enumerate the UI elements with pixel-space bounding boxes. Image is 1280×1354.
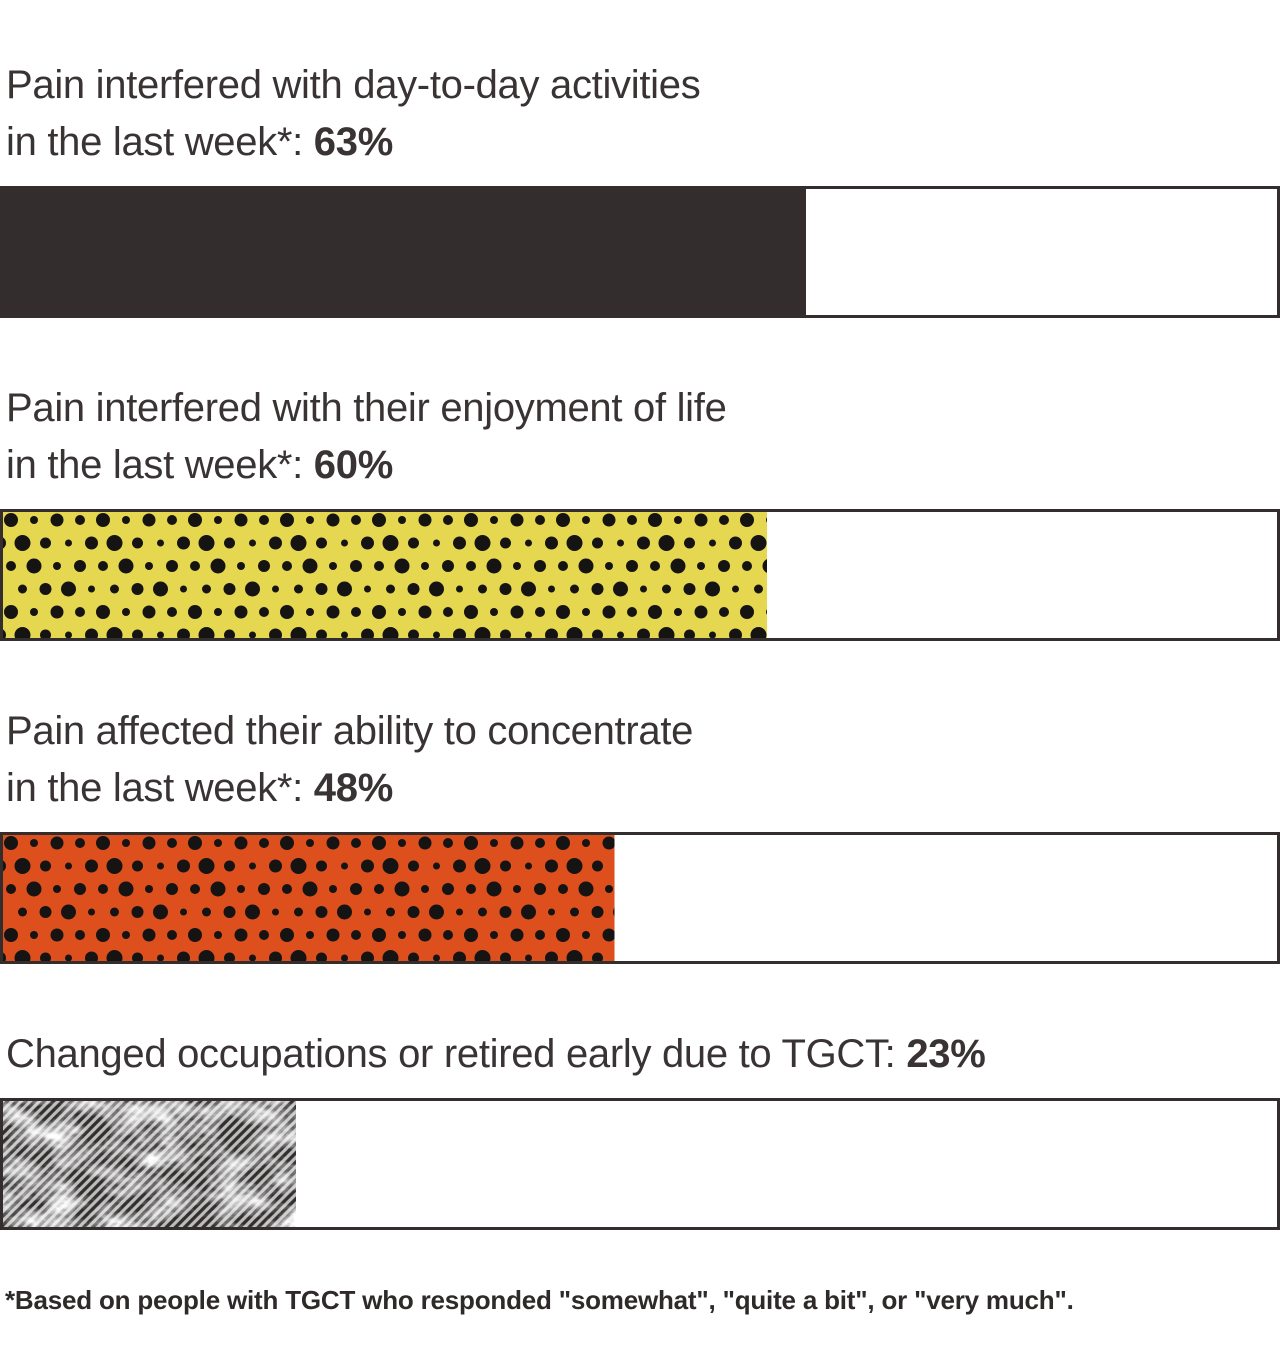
grunge-hatch-texture (3, 1101, 297, 1227)
bar-track-day-to-day (0, 186, 1280, 318)
bar-label-enjoyment: Pain interfered with their enjoyment of … (6, 380, 1270, 494)
bar-label-day-to-day: Pain interfered with day-to-day activiti… (6, 57, 1270, 171)
bar-label-occupation: Changed occupations or retired early due… (6, 1026, 1270, 1083)
bar-label-concentrate: Pain affected their ability to concentra… (6, 703, 1270, 817)
bar-fill-occupation (3, 1101, 297, 1227)
bar-fill-enjoyment (3, 512, 768, 638)
infographic: Pain interfered with day-to-day activiti… (0, 57, 1280, 1315)
bar-row-enjoyment: Pain interfered with their enjoyment of … (0, 380, 1280, 641)
bar-value: 60% (313, 443, 393, 487)
bar-row-occupation: Changed occupations or retired early due… (0, 1026, 1280, 1230)
footnote: *Based on people with TGCT who responded… (5, 1285, 1074, 1315)
halftone-dots-orange-texture (3, 835, 615, 961)
bar-label-line1: Pain interfered with their enjoyment of … (6, 386, 727, 430)
bar-label-line2: in the last week*: (6, 766, 314, 810)
bar-row-day-to-day: Pain interfered with day-to-day activiti… (0, 57, 1280, 318)
bar-row-concentrate: Pain affected their ability to concentra… (0, 703, 1280, 964)
bar-value: 63% (313, 120, 393, 164)
bar-label-line1: Pain interfered with day-to-day activiti… (6, 63, 701, 107)
bar-fill-concentrate (3, 835, 615, 961)
bar-label-line2: in the last week*: (6, 443, 314, 487)
bar-track-occupation (0, 1098, 1280, 1230)
bar-label-line2: in the last week*: (6, 120, 314, 164)
halftone-dots-yellow-texture (3, 512, 768, 638)
bar-label-line1: Pain affected their ability to concentra… (6, 709, 694, 753)
bar-track-enjoyment (0, 509, 1280, 641)
bar-label-line1: Changed occupations or retired early due… (6, 1032, 907, 1076)
bar-value: 23% (906, 1032, 986, 1076)
bar-value: 48% (313, 766, 393, 810)
bar-fill-day-to-day (3, 189, 806, 315)
bar-track-concentrate (0, 832, 1280, 964)
